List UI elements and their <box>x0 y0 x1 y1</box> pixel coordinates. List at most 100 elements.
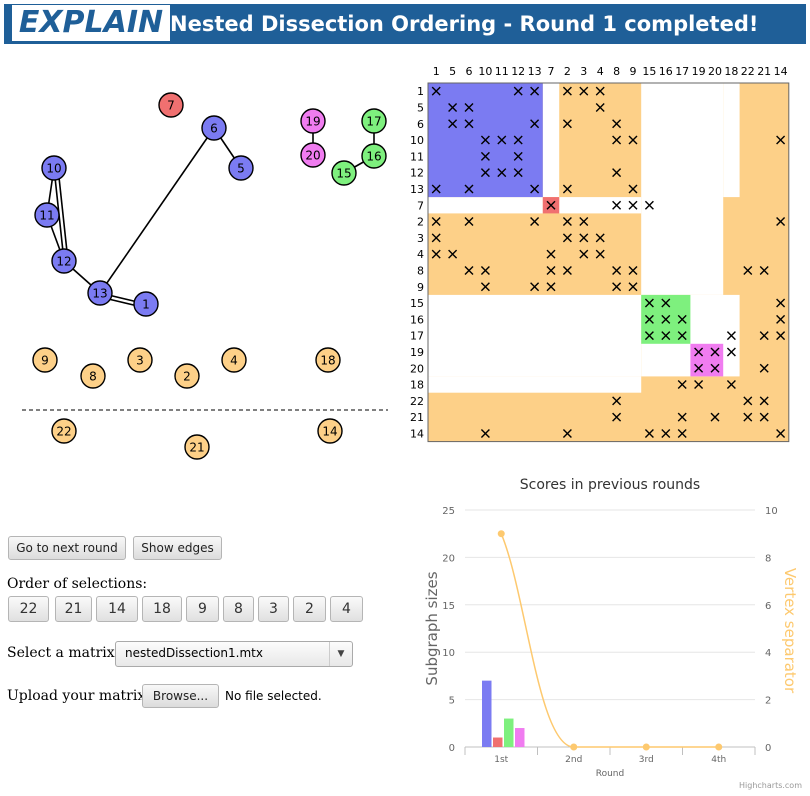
graph-node-9[interactable]: 9 <box>32 347 58 373</box>
graph-node-20[interactable]: 20 <box>300 142 326 168</box>
matrix-row-label: 14 <box>410 427 424 440</box>
graph-node-1[interactable]: 1 <box>133 291 159 317</box>
zero-block <box>428 294 642 377</box>
nonzero-mark <box>776 428 786 438</box>
matrix-select[interactable]: nestedDissection1.mtx ▼ <box>115 641 353 667</box>
chart-credits[interactable]: Highcharts.com <box>739 781 802 790</box>
chart-bar <box>493 737 503 747</box>
graph-node-4[interactable]: 4 <box>221 347 247 373</box>
line-point <box>642 743 650 751</box>
nonzero-mark <box>612 396 622 406</box>
nonzero-mark <box>480 151 490 161</box>
nonzero-mark <box>612 200 622 210</box>
matrix-row-label: 4 <box>417 248 424 261</box>
svg-text:10: 10 <box>46 162 61 176</box>
svg-text:19: 19 <box>305 115 320 129</box>
order-item-21[interactable]: 21 <box>55 596 92 622</box>
graph-node-22[interactable]: 22 <box>51 418 77 444</box>
graph-edge <box>99 127 215 294</box>
graph-node-5[interactable]: 5 <box>228 155 254 181</box>
chart-bar <box>482 680 492 747</box>
nonzero-mark <box>530 282 540 292</box>
nonzero-mark <box>562 265 572 275</box>
nonzero-mark <box>759 363 769 373</box>
nonzero-mark <box>562 184 572 194</box>
graph-node-18[interactable]: 18 <box>315 347 341 373</box>
graph-node-10[interactable]: 10 <box>41 155 67 181</box>
order-item-18[interactable]: 18 <box>142 596 182 622</box>
graph-node-7[interactable]: 7 <box>158 92 184 118</box>
nonzero-mark <box>595 233 605 243</box>
graph-view[interactable]: 7 6 5 10 11 12 13 1 19 20 17 16 15 9 8 3 2 4 18 22 21 14 <box>0 50 410 470</box>
chart-title: Scores in previous rounds <box>520 477 700 493</box>
graph-node-13[interactable]: 13 <box>87 280 113 306</box>
nonzero-mark <box>743 265 753 275</box>
show-edges-button[interactable]: Show edges <box>133 536 222 560</box>
order-item-2[interactable]: 2 <box>293 596 326 622</box>
nonzero-mark <box>644 331 654 341</box>
next-round-button[interactable]: Go to next round <box>8 536 126 560</box>
nonzero-mark <box>661 331 671 341</box>
nonzero-mark <box>464 265 474 275</box>
nonzero-mark <box>431 233 441 243</box>
graph-node-8[interactable]: 8 <box>80 363 106 389</box>
graph-node-12[interactable]: 12 <box>51 248 77 274</box>
nonzero-mark <box>431 217 441 227</box>
svg-text:1: 1 <box>142 298 150 312</box>
chart-bar <box>515 728 525 747</box>
graph-node-19[interactable]: 19 <box>300 108 326 134</box>
nonzero-mark <box>677 331 687 341</box>
nonzero-mark <box>546 200 556 210</box>
nonzero-mark <box>464 217 474 227</box>
nonzero-mark <box>562 233 572 243</box>
graph-node-14[interactable]: 14 <box>317 418 343 444</box>
nonzero-mark <box>776 217 786 227</box>
dropdown-arrow-icon: ▼ <box>329 642 352 666</box>
x-tick-label: 2nd <box>565 755 582 765</box>
matrix-col-label: 10 <box>478 65 492 78</box>
nonzero-mark <box>759 396 769 406</box>
svg-text:5: 5 <box>237 162 245 176</box>
browse-button[interactable]: Browse... <box>142 684 219 708</box>
order-item-8[interactable]: 8 <box>223 596 254 622</box>
zero-block <box>542 83 560 198</box>
matrix-col-label: 16 <box>659 65 673 78</box>
nonzero-mark <box>562 217 572 227</box>
graph-node-3[interactable]: 3 <box>127 347 153 373</box>
file-status: No file selected. <box>225 689 322 703</box>
nonzero-mark <box>513 86 523 96</box>
order-item-22[interactable]: 22 <box>8 596 49 622</box>
matrix-row-label: 12 <box>410 167 424 180</box>
graph-node-6[interactable]: 6 <box>201 115 227 141</box>
nonzero-mark <box>612 135 622 145</box>
graph-node-11[interactable]: 11 <box>34 202 60 228</box>
order-label: Order of selections: <box>7 576 148 592</box>
nonzero-mark <box>497 135 507 145</box>
nonzero-mark <box>612 265 622 275</box>
nonzero-mark <box>661 298 671 308</box>
order-item-9[interactable]: 9 <box>186 596 219 622</box>
svg-text:6: 6 <box>210 122 218 136</box>
nonzero-mark <box>448 102 458 112</box>
order-item-4[interactable]: 4 <box>330 596 363 622</box>
svg-text:11: 11 <box>39 209 54 223</box>
matrix-col-label: 17 <box>675 65 689 78</box>
nonzero-mark <box>464 119 474 129</box>
sparse-matrix[interactable]: 1 5 6 10 11 12 13 7 2 3 4 8 9 15 16 17 19 20 18 22 21 1415610… <box>410 50 810 454</box>
matrix-row-label: 17 <box>410 330 424 343</box>
graph-node-16[interactable]: 16 <box>361 143 387 169</box>
graph-node-17[interactable]: 17 <box>361 108 387 134</box>
order-item-14[interactable]: 14 <box>96 596 138 622</box>
graph-node-2[interactable]: 2 <box>174 363 200 389</box>
graph-node-15[interactable]: 15 <box>331 160 357 186</box>
nonzero-mark <box>759 331 769 341</box>
nonzero-mark <box>661 314 671 324</box>
graph-node-21[interactable]: 21 <box>184 434 210 460</box>
nonzero-mark <box>776 331 786 341</box>
nonzero-mark <box>579 249 589 259</box>
nonzero-mark <box>726 347 736 357</box>
matrix-col-label: 15 <box>642 65 656 78</box>
order-item-3[interactable]: 3 <box>258 596 289 622</box>
matrix-col-label: 2 <box>564 65 571 78</box>
nonzero-mark <box>644 298 654 308</box>
